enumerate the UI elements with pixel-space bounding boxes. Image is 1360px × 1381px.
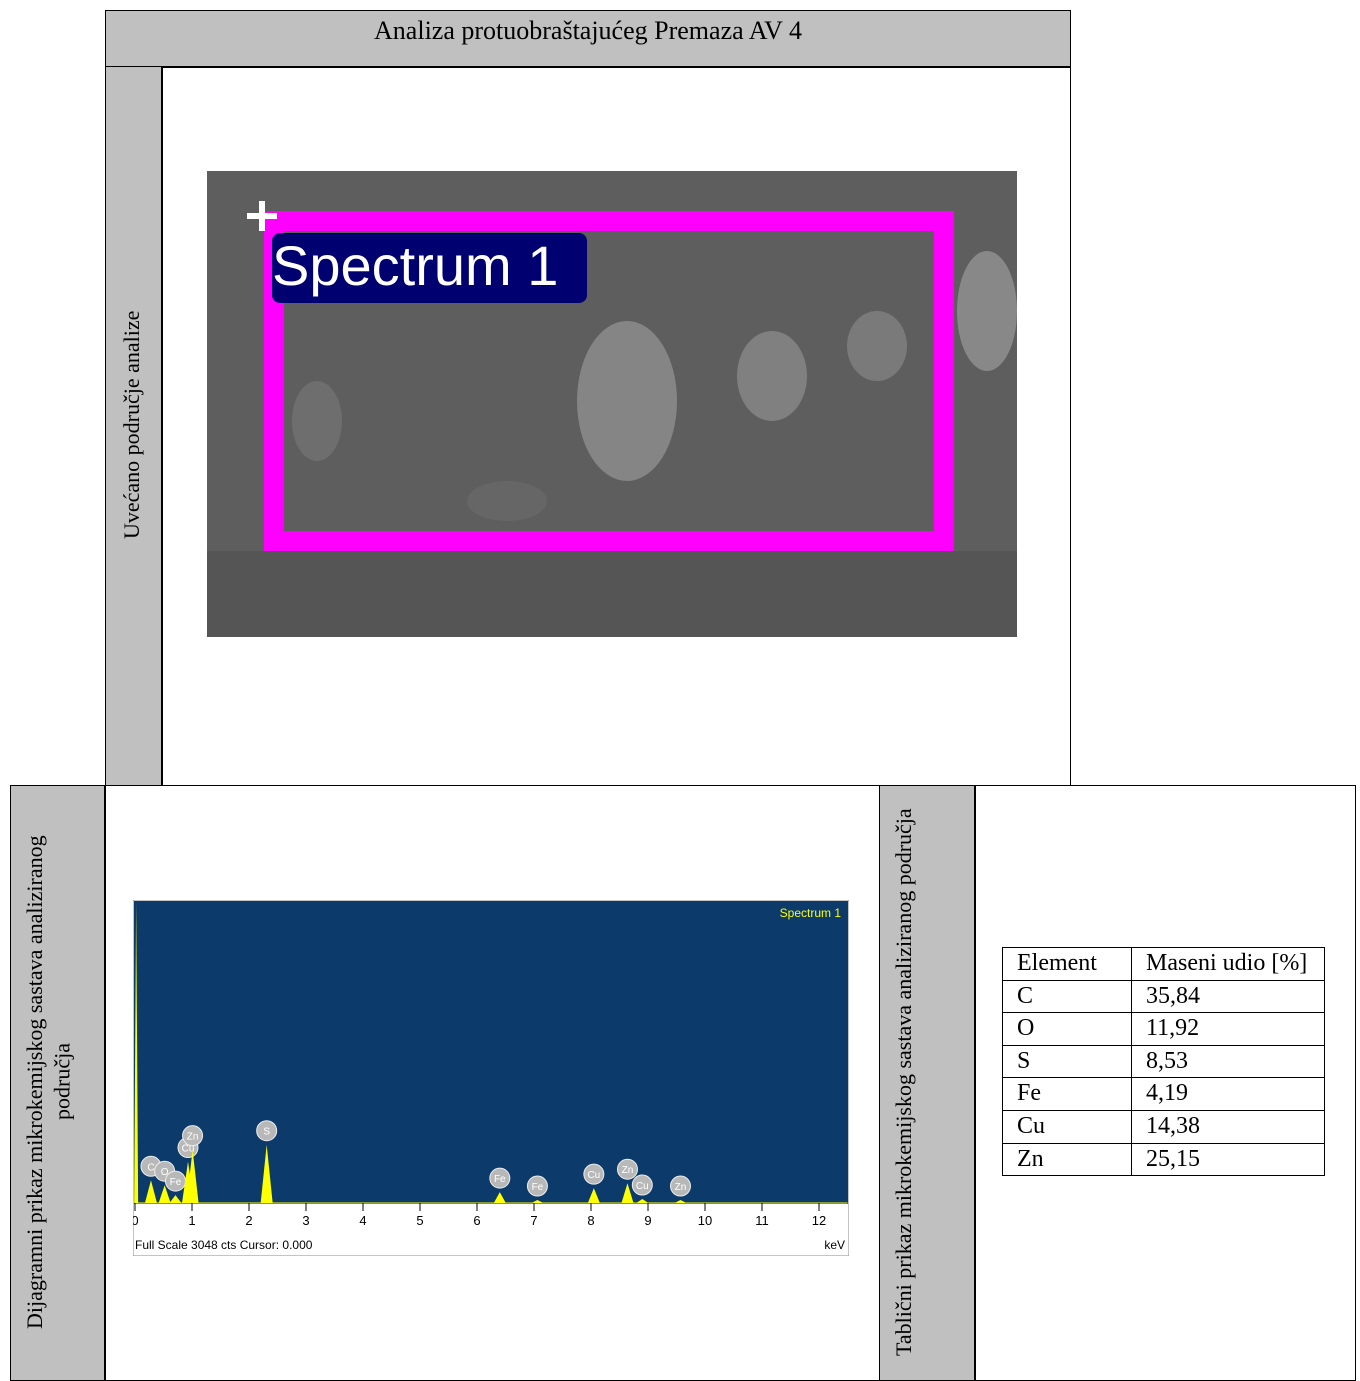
x-tick-label: 11 — [755, 1213, 769, 1228]
sem-label: Spectrum 1 — [272, 234, 558, 297]
peak-label-badge — [182, 1125, 204, 1147]
table-cell: 4,19 — [1131, 1077, 1325, 1111]
peak-label: C — [147, 1162, 154, 1173]
peak-label: Zn — [622, 1165, 634, 1176]
label-cell: Uvećano područje analize — [105, 66, 163, 786]
footer: Full Scale 3048 cts Cursor: 0.000 — [135, 1238, 313, 1252]
table-cell: S — [1002, 1044, 1132, 1079]
plot-area — [134, 901, 848, 1204]
peak-label: Cu — [636, 1181, 649, 1192]
x-tick-label: 8 — [587, 1213, 594, 1228]
table-label: Tablični prikaz mikrokemijskog sastava a… — [891, 808, 916, 1356]
label-cell: Dijagramni prikaz mikrokemijskog sastava… — [10, 785, 106, 1381]
peak — [674, 1200, 687, 1203]
peak-label: Fe — [532, 1182, 544, 1193]
spectrum-label: Dijagramni prikaz mikrokemijskog sastava… — [22, 835, 75, 1329]
peak — [493, 1192, 506, 1203]
peak-label: Zn — [187, 1132, 199, 1143]
peak-label-badge — [256, 1120, 278, 1142]
peak-label-badge — [526, 1175, 548, 1197]
table-row: Fe 4,19 — [1002, 1077, 1325, 1111]
table-cell: O — [1002, 1012, 1132, 1046]
table-cell: Maseni udio [%] — [1131, 947, 1325, 981]
peak — [134, 902, 139, 1203]
x-tick-label: 0 — [133, 1213, 139, 1228]
table-row: Zn 25,15 — [1002, 1142, 1325, 1177]
peak — [158, 1185, 171, 1203]
x-unit: keV — [824, 1238, 845, 1252]
x-tick-label: 2 — [245, 1213, 252, 1228]
x-tick-label: 9 — [644, 1213, 651, 1228]
x-tick-label: 4 — [359, 1213, 366, 1228]
table-cell: Cu — [1002, 1109, 1132, 1144]
peak — [531, 1200, 544, 1203]
header-cell: Analiza protuobraštajućeg Premaza AV 4 — [105, 10, 1071, 68]
peak — [169, 1195, 182, 1203]
table-cell: 8,53 — [1131, 1044, 1325, 1079]
peak-label-badge — [583, 1163, 605, 1185]
x-tick-label: 12 — [812, 1213, 826, 1228]
table-row: O 11,92 — [1002, 1012, 1325, 1046]
x-tick-label: 10 — [698, 1213, 712, 1228]
table-cell: 35,84 — [1131, 979, 1325, 1014]
peak-label: Fe — [494, 1174, 506, 1185]
peak-label: Cu — [182, 1144, 195, 1155]
peak — [621, 1183, 634, 1203]
peak-label: O — [161, 1167, 169, 1178]
peak-label: S — [263, 1127, 270, 1138]
x-tick-label: 3 — [302, 1213, 309, 1228]
x-tick-label: 1 — [188, 1213, 195, 1228]
peak-label: Fe — [170, 1177, 182, 1188]
table-cell: 25,15 — [1131, 1142, 1325, 1177]
table-row: S 8,53 — [1002, 1044, 1325, 1079]
composition-table: Element Maseni udio [%] C 35,84 O 11,92 S 8,53 F… — [1002, 947, 1325, 1177]
table-cell: Zn — [1002, 1142, 1132, 1177]
x-tick-label: 6 — [473, 1213, 480, 1228]
sem-image: Spectrum 1 — [207, 171, 1017, 637]
table-cell: Element — [1002, 947, 1132, 981]
peak — [144, 1180, 157, 1203]
image-label: Uvećano područje analize — [119, 310, 144, 540]
peak-label: Cu — [587, 1170, 600, 1181]
x-tick-label: 7 — [530, 1213, 537, 1228]
peak — [636, 1199, 649, 1203]
peak-label-badge — [489, 1167, 511, 1189]
peak — [260, 1144, 273, 1203]
peak-label-badge — [669, 1175, 691, 1197]
peak-label-badge — [616, 1158, 638, 1180]
peak-label: Zn — [675, 1182, 687, 1193]
peak — [587, 1188, 600, 1203]
table-cell: 11,92 — [1131, 1012, 1325, 1046]
peak — [186, 1149, 199, 1203]
table-cell: 14,38 — [1131, 1109, 1325, 1144]
table-cell: C — [1002, 979, 1132, 1014]
table-header: Element Maseni udio [%] — [1002, 947, 1325, 981]
label-cell: Tablični prikaz mikrokemijskog sastava a… — [879, 785, 976, 1381]
peak-label-badge — [631, 1174, 653, 1196]
table-row: Cu 14,38 — [1002, 1109, 1325, 1144]
table-cell: Fe — [1002, 1077, 1132, 1111]
table-row: C 35,84 — [1002, 979, 1325, 1014]
x-tick-label: 5 — [416, 1213, 423, 1228]
title: Analiza protuobraštajućeg Premaza AV 4 — [374, 16, 802, 45]
legend: Spectrum 1 — [780, 906, 842, 920]
